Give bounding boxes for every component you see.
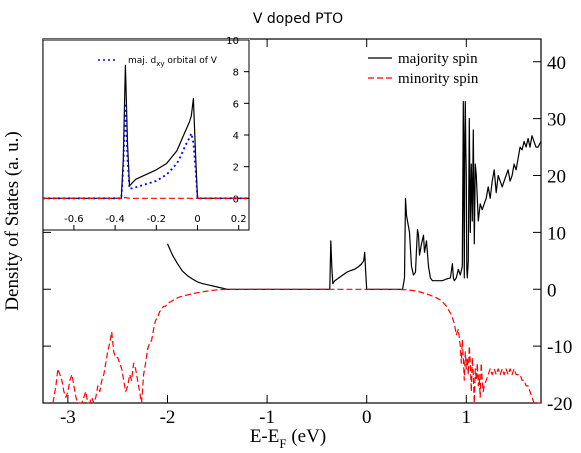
inset-x-tick-label: -0.4 [105, 214, 125, 225]
chart-title: V doped PTO [253, 11, 343, 27]
main-y-tick-label: -20 [547, 394, 572, 415]
main-y-tick-label: 30 [547, 110, 566, 131]
y-axis-label: Density of States (a. u.) [2, 131, 23, 310]
x-axis-label: E-EF (eV) [250, 426, 326, 451]
main-series [52, 101, 542, 404]
inset-y-ticks: 0 2 4 6 8 10 [226, 36, 249, 205]
main-x-tick-label: -3 [60, 407, 76, 428]
legend-label-minority: minority spin [398, 71, 479, 87]
inset-y-tick-label: 10 [226, 36, 239, 47]
main-x-tick-label: 1 [462, 407, 472, 428]
inset-y-tick-label: 2 [233, 163, 239, 174]
main-y-tick-label: 10 [547, 223, 566, 244]
inset-legend: maj. dxy orbital of V [98, 56, 218, 68]
main-legend: majority spin minority spin [368, 51, 479, 87]
main-x-tick-label: -1 [259, 407, 275, 428]
inset-series-0-line [43, 64, 249, 199]
main-y-tick-label: -10 [547, 337, 572, 358]
inset-series-2-line [43, 196, 249, 199]
inset-y-tick-label: 6 [233, 99, 239, 110]
inset-y-tick-label: 4 [233, 131, 239, 142]
main-series-1-line [52, 288, 541, 404]
inset-background [43, 39, 250, 230]
inset-series [43, 64, 249, 200]
main-y-tick-label: 0 [547, 280, 557, 301]
main-x-tick-label: -2 [160, 407, 176, 428]
inset-legend-label: maj. dxy orbital of V [128, 56, 218, 68]
inset-x-tick-label: -0.6 [64, 214, 84, 225]
inset-y-tick-label: 8 [233, 68, 239, 79]
main-y-tick-label: 40 [547, 53, 566, 74]
main-series-0-line [166, 101, 542, 290]
main-x-tick-label: 0 [362, 407, 372, 428]
inset-x-ticks: -0.6 -0.4 -0.2 0 0.2 [64, 214, 247, 230]
inset-y-tick-label: 0 [233, 194, 239, 205]
inset-x-tick-label: -0.2 [147, 214, 167, 225]
inset-series-1-line [43, 102, 249, 200]
main-y-tick-label: 20 [547, 167, 566, 188]
main-x-ticks: -3 -2 -1 0 1 [60, 39, 471, 428]
inset-x-tick-label: 0.2 [231, 214, 247, 225]
inset-x-tick-label: 0 [194, 214, 200, 225]
legend-label-majority: majority spin [398, 51, 478, 67]
